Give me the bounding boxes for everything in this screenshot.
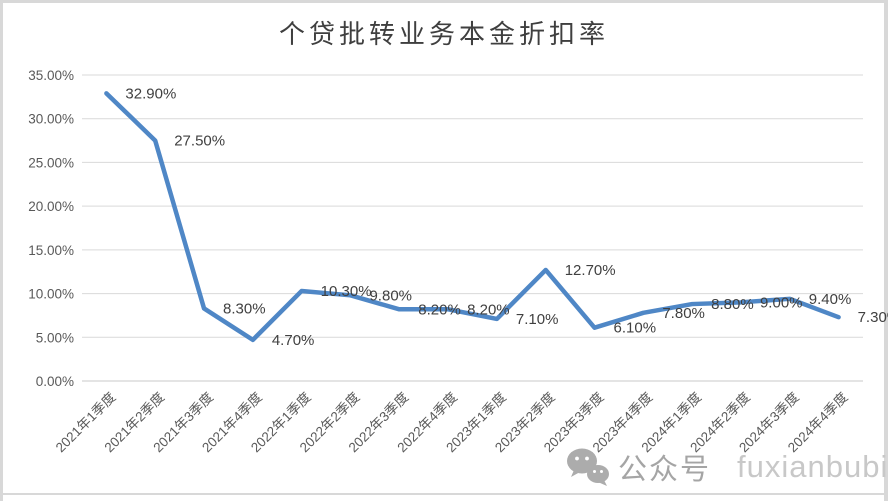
watermark-cn-text: 公众号: [618, 454, 712, 486]
wechat-icon: [567, 448, 609, 486]
window-border-right: [884, 0, 888, 501]
series-line: [104, 91, 841, 343]
data-point-label: 32.90%: [125, 85, 176, 102]
y-tick-label: 20.00%: [28, 199, 74, 214]
chart-title: 个贷批转业务本金折扣率: [278, 20, 609, 49]
data-point-label: 8.30%: [223, 300, 266, 317]
data-point-label: 8.80%: [711, 296, 754, 313]
window-border-bottom: [0, 493, 888, 495]
y-tick-label: 10.00%: [28, 287, 74, 302]
data-point-label: 9.00%: [760, 294, 803, 311]
watermark-latin-text: fuxianbubin: [737, 449, 888, 484]
data-point-label: 8.20%: [418, 301, 461, 318]
y-tick-label: 15.00%: [28, 243, 74, 258]
data-point-label: 12.70%: [565, 262, 616, 279]
y-tick-label: 5.00%: [36, 330, 74, 345]
y-tick-label: 30.00%: [28, 112, 74, 127]
data-point-label: 6.10%: [614, 320, 657, 337]
watermark: 公众号 fuxianbubin: [566, 446, 888, 488]
y-tick-label: 35.00%: [28, 68, 74, 83]
data-point-label: 4.70%: [272, 332, 315, 349]
data-point-label: 9.80%: [369, 287, 412, 304]
data-point-label: 27.50%: [174, 133, 225, 150]
window-border-top: [0, 0, 888, 3]
data-point-label: 7.30%: [858, 309, 888, 326]
data-point-label: 7.80%: [662, 305, 705, 322]
data-point-label: 10.30%: [321, 283, 372, 300]
y-tick-label: 0.00%: [36, 374, 74, 389]
data-point-label: 7.10%: [516, 311, 559, 328]
y-tick-label: 25.00%: [28, 155, 74, 170]
data-point-label: 9.40%: [809, 291, 852, 308]
window-border-left: [0, 0, 3, 501]
data-point-label: 8.20%: [467, 301, 510, 318]
